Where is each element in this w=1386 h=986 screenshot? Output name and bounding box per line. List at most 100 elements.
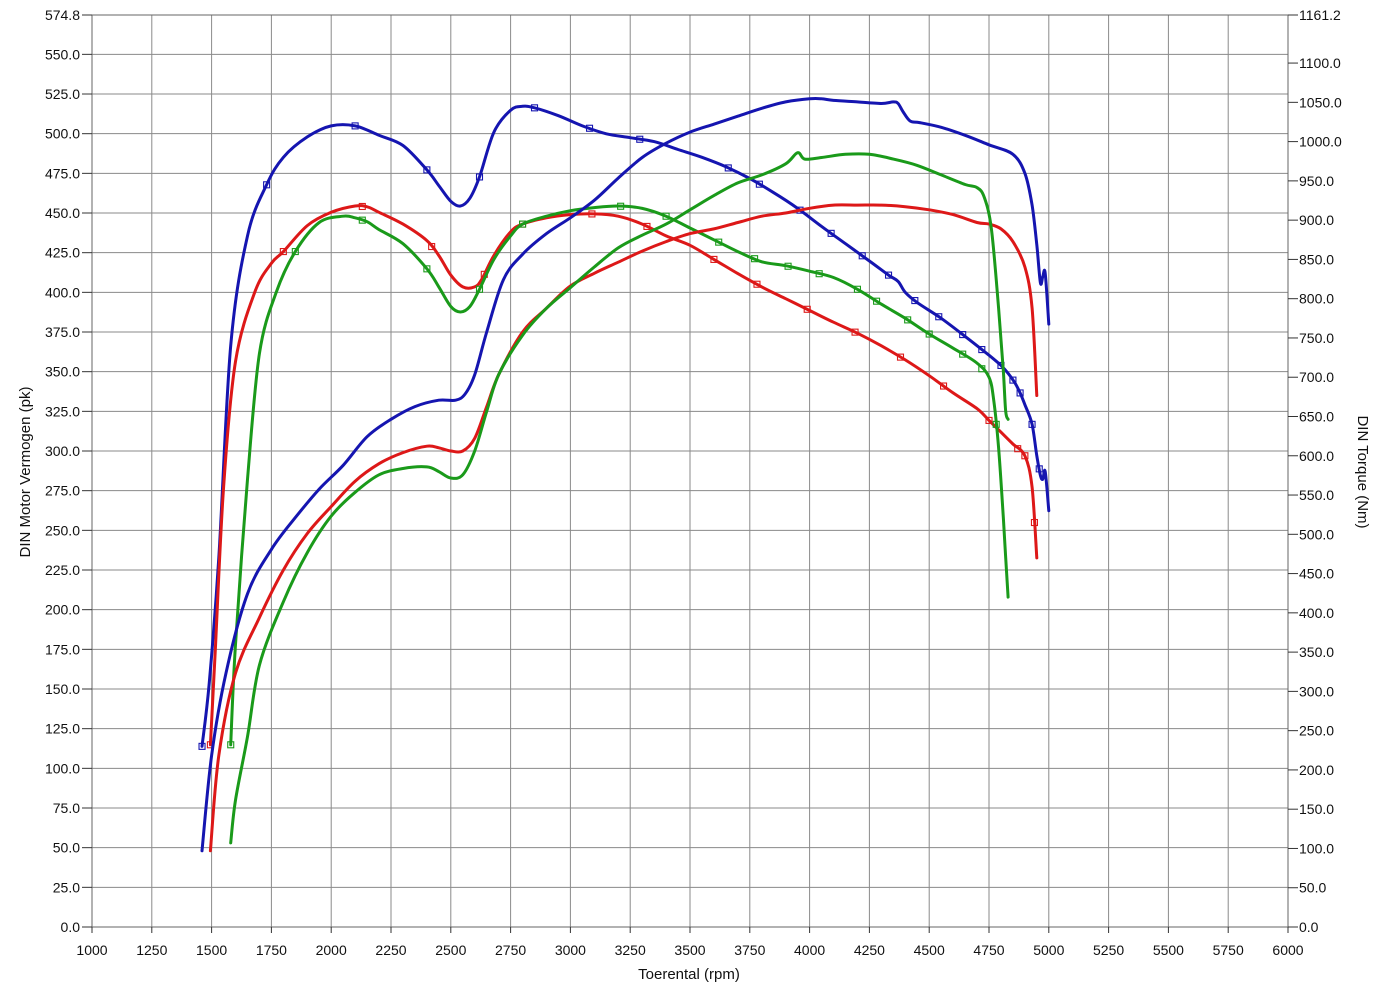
- data-point-marker: [358, 202, 366, 211]
- right-y-tick-label: 700.0: [1299, 369, 1334, 385]
- data-point-marker: [827, 229, 835, 237]
- left-y-tick-label: 25.0: [53, 879, 80, 895]
- x-tick-label: 1750: [256, 942, 287, 958]
- x-tick-label: 5500: [1153, 942, 1184, 958]
- data-point-marker: [423, 166, 431, 174]
- data-point-marker: [904, 316, 912, 324]
- data-point-marker: [784, 262, 792, 270]
- data-point-marker: [1016, 389, 1024, 397]
- data-point-marker: [858, 252, 866, 260]
- x-tick-label: 2250: [375, 942, 406, 958]
- right-y-tick-label: 450.0: [1299, 566, 1334, 582]
- x-tick-label: 2000: [316, 942, 347, 958]
- data-point-marker: [475, 173, 484, 181]
- x-tick-label: 2500: [435, 942, 466, 958]
- data-point-marker: [475, 285, 484, 293]
- data-point-marker: [935, 313, 943, 321]
- left-y-tick-label: 500.0: [45, 126, 80, 142]
- data-point-marker: [585, 124, 594, 132]
- x-tick-label: 1250: [136, 942, 167, 958]
- series-power-curve-3: [200, 96, 1051, 853]
- x-tick-label: 6000: [1272, 942, 1303, 958]
- left-y-tick-label: 150.0: [45, 681, 80, 697]
- left-y-tick-label: 450.0: [45, 205, 80, 221]
- x-tick-label: 1000: [76, 942, 107, 958]
- left-y-tick-label: 425.0: [45, 245, 80, 261]
- data-point-marker: [351, 122, 359, 130]
- left-y-tick-label: 325.0: [45, 403, 80, 419]
- x-tick-label: 1500: [196, 942, 227, 958]
- left-y-tick-label: 0.0: [61, 919, 81, 935]
- right-y-tick-label: 50.0: [1299, 880, 1326, 896]
- right-y-tick-label: 750.0: [1299, 330, 1334, 346]
- left-y-tick-label: 400.0: [45, 284, 80, 300]
- x-tick-label: 3750: [734, 942, 765, 958]
- left-y-tick-label: 50.0: [53, 840, 80, 856]
- data-point-marker: [519, 220, 527, 228]
- data-point-marker: [1021, 452, 1029, 460]
- grid: [91, 14, 1289, 928]
- left-y-tick-label: 375.0: [45, 324, 80, 340]
- data-point-marker: [959, 331, 967, 339]
- data-point-marker: [959, 350, 967, 358]
- data-point-marker: [1035, 465, 1043, 473]
- left-y-tick-label: 75.0: [53, 800, 80, 816]
- left-y-tick-label: 475.0: [45, 165, 80, 181]
- data-point-marker: [753, 280, 761, 288]
- series-power-curve-5: [229, 151, 1010, 845]
- data-point-marker: [662, 212, 670, 220]
- x-axis-ticks: 1000 1250 1500 1750 2000 2250 2500 2750 3000 3250…: [76, 927, 1304, 958]
- right-y-tick-label: 0.0: [1299, 919, 1319, 935]
- x-tick-label: 4750: [973, 942, 1004, 958]
- right-y-tick-label: 950.0: [1299, 173, 1334, 189]
- left-y-tick-label: 300.0: [45, 443, 80, 459]
- right-y-tick-label: 300.0: [1299, 683, 1334, 699]
- left-y-tick-label: 574.8: [45, 7, 80, 23]
- data-point-marker: [1030, 518, 1038, 527]
- data-point-marker: [751, 255, 759, 263]
- data-point-marker: [851, 328, 859, 336]
- data-point-marker: [710, 255, 718, 263]
- right-y-tick-label: 850.0: [1299, 251, 1334, 267]
- left-y-axis-ticks: 0.0 25.0 50.0 75.0 100.0 125.0 150.0 175.0 200.0…: [45, 7, 92, 935]
- data-point-marker: [428, 242, 436, 251]
- data-point-marker: [358, 216, 366, 224]
- right-y-tick-label: 650.0: [1299, 408, 1334, 424]
- x-tick-label: 4500: [914, 942, 945, 958]
- right-y-tick-label: 150.0: [1299, 801, 1334, 817]
- data-point-marker: [755, 180, 763, 188]
- right-y-tick-label: 1161.2: [1299, 7, 1341, 23]
- data-point-marker: [636, 135, 644, 143]
- series-torque-curve-2: [229, 204, 1010, 747]
- data-point-marker: [873, 297, 881, 305]
- data-point-marker: [724, 164, 732, 172]
- series-power-curve-4: [208, 203, 1039, 853]
- data-point-marker: [853, 285, 861, 293]
- right-y-tick-label: 350.0: [1299, 644, 1334, 660]
- left-y-tick-label: 550.0: [45, 46, 80, 62]
- x-tick-label: 4250: [854, 942, 885, 958]
- data-point-marker: [530, 104, 539, 112]
- data-point-marker: [978, 346, 986, 354]
- left-y-tick-label: 125.0: [45, 721, 80, 737]
- data-point-marker: [1028, 420, 1036, 428]
- x-tick-label: 3250: [615, 942, 646, 958]
- data-point-marker: [643, 222, 651, 230]
- data-point-marker: [985, 416, 993, 424]
- data-point-marker: [978, 365, 986, 373]
- series-torque-curve-1: [208, 204, 1039, 747]
- x-tick-label: 3500: [674, 942, 705, 958]
- right-y-tick-label: 900.0: [1299, 212, 1334, 228]
- right-y-tick-label: 550.0: [1299, 487, 1334, 503]
- data-point-marker: [291, 248, 299, 256]
- left-y-tick-label: 100.0: [45, 760, 80, 776]
- right-y-tick-label: 1100.0: [1299, 55, 1341, 71]
- data-point-marker: [263, 181, 271, 189]
- data-point-marker: [1014, 445, 1022, 453]
- left-y-tick-label: 225.0: [45, 562, 80, 578]
- right-y-tick-label: 250.0: [1299, 723, 1334, 739]
- data-point-marker: [925, 330, 933, 338]
- left-y-tick-label: 250.0: [45, 522, 80, 538]
